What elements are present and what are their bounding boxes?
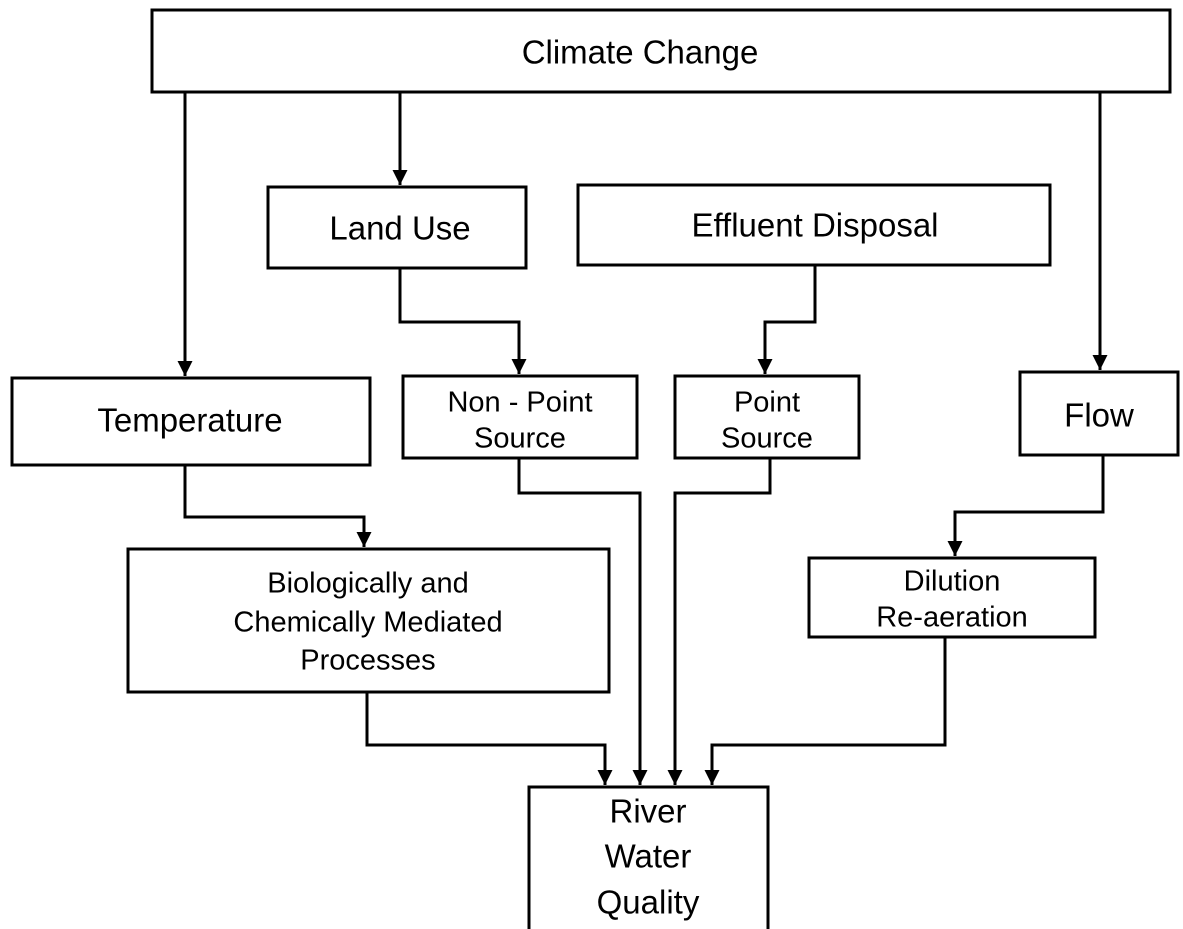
node-label: Source — [474, 423, 566, 455]
node: Climate Change — [150, 8, 1172, 94]
node-box — [266, 185, 528, 270]
node-label: Re-aeration — [876, 602, 1028, 634]
node-label: Source — [721, 423, 813, 455]
node: Biologically and Chemically Mediated Pro… — [126, 547, 611, 694]
arrow — [667, 458, 772, 785]
node-label: Effluent Disposal — [691, 207, 938, 244]
node-label: Temperature — [97, 402, 282, 439]
arrow — [183, 465, 372, 547]
node-label: Water — [605, 838, 692, 875]
node-box — [150, 8, 1172, 94]
node-box — [126, 547, 611, 694]
node: Point Source — [673, 374, 861, 460]
node: Temperature — [10, 376, 372, 467]
arrow — [757, 265, 817, 374]
node-label: Non - Point — [447, 387, 592, 419]
arrow — [704, 637, 947, 785]
arrow — [947, 455, 1105, 556]
node-box — [1018, 370, 1180, 457]
connectors — [177, 92, 1108, 785]
node-label: Flow — [1064, 397, 1134, 434]
node-box — [401, 374, 639, 460]
node-label: Land Use — [329, 210, 470, 247]
node-label: Quality — [597, 884, 700, 921]
node: Dilution Re-aeration — [807, 556, 1097, 639]
node-box — [673, 374, 861, 460]
node-label: Biologically and — [267, 568, 469, 600]
node: Flow — [1018, 370, 1180, 457]
node-box — [576, 183, 1052, 267]
node-box — [807, 556, 1097, 639]
arrow — [517, 458, 648, 785]
node-box — [527, 785, 770, 929]
node: Effluent Disposal — [576, 183, 1052, 267]
node-label: River — [609, 793, 686, 830]
node-label: Processes — [300, 645, 435, 677]
node: Non - Point Source — [401, 374, 639, 460]
node-box — [10, 376, 372, 467]
node-label: Dilution — [904, 566, 1001, 598]
arrow — [398, 268, 527, 374]
node: Land Use — [266, 185, 528, 270]
node: River Water Quality — [527, 785, 770, 929]
node-label: Climate Change — [522, 34, 759, 71]
node-label: Chemically Mediated — [233, 607, 502, 639]
arrow — [365, 692, 613, 785]
node-label: Point — [734, 387, 800, 419]
